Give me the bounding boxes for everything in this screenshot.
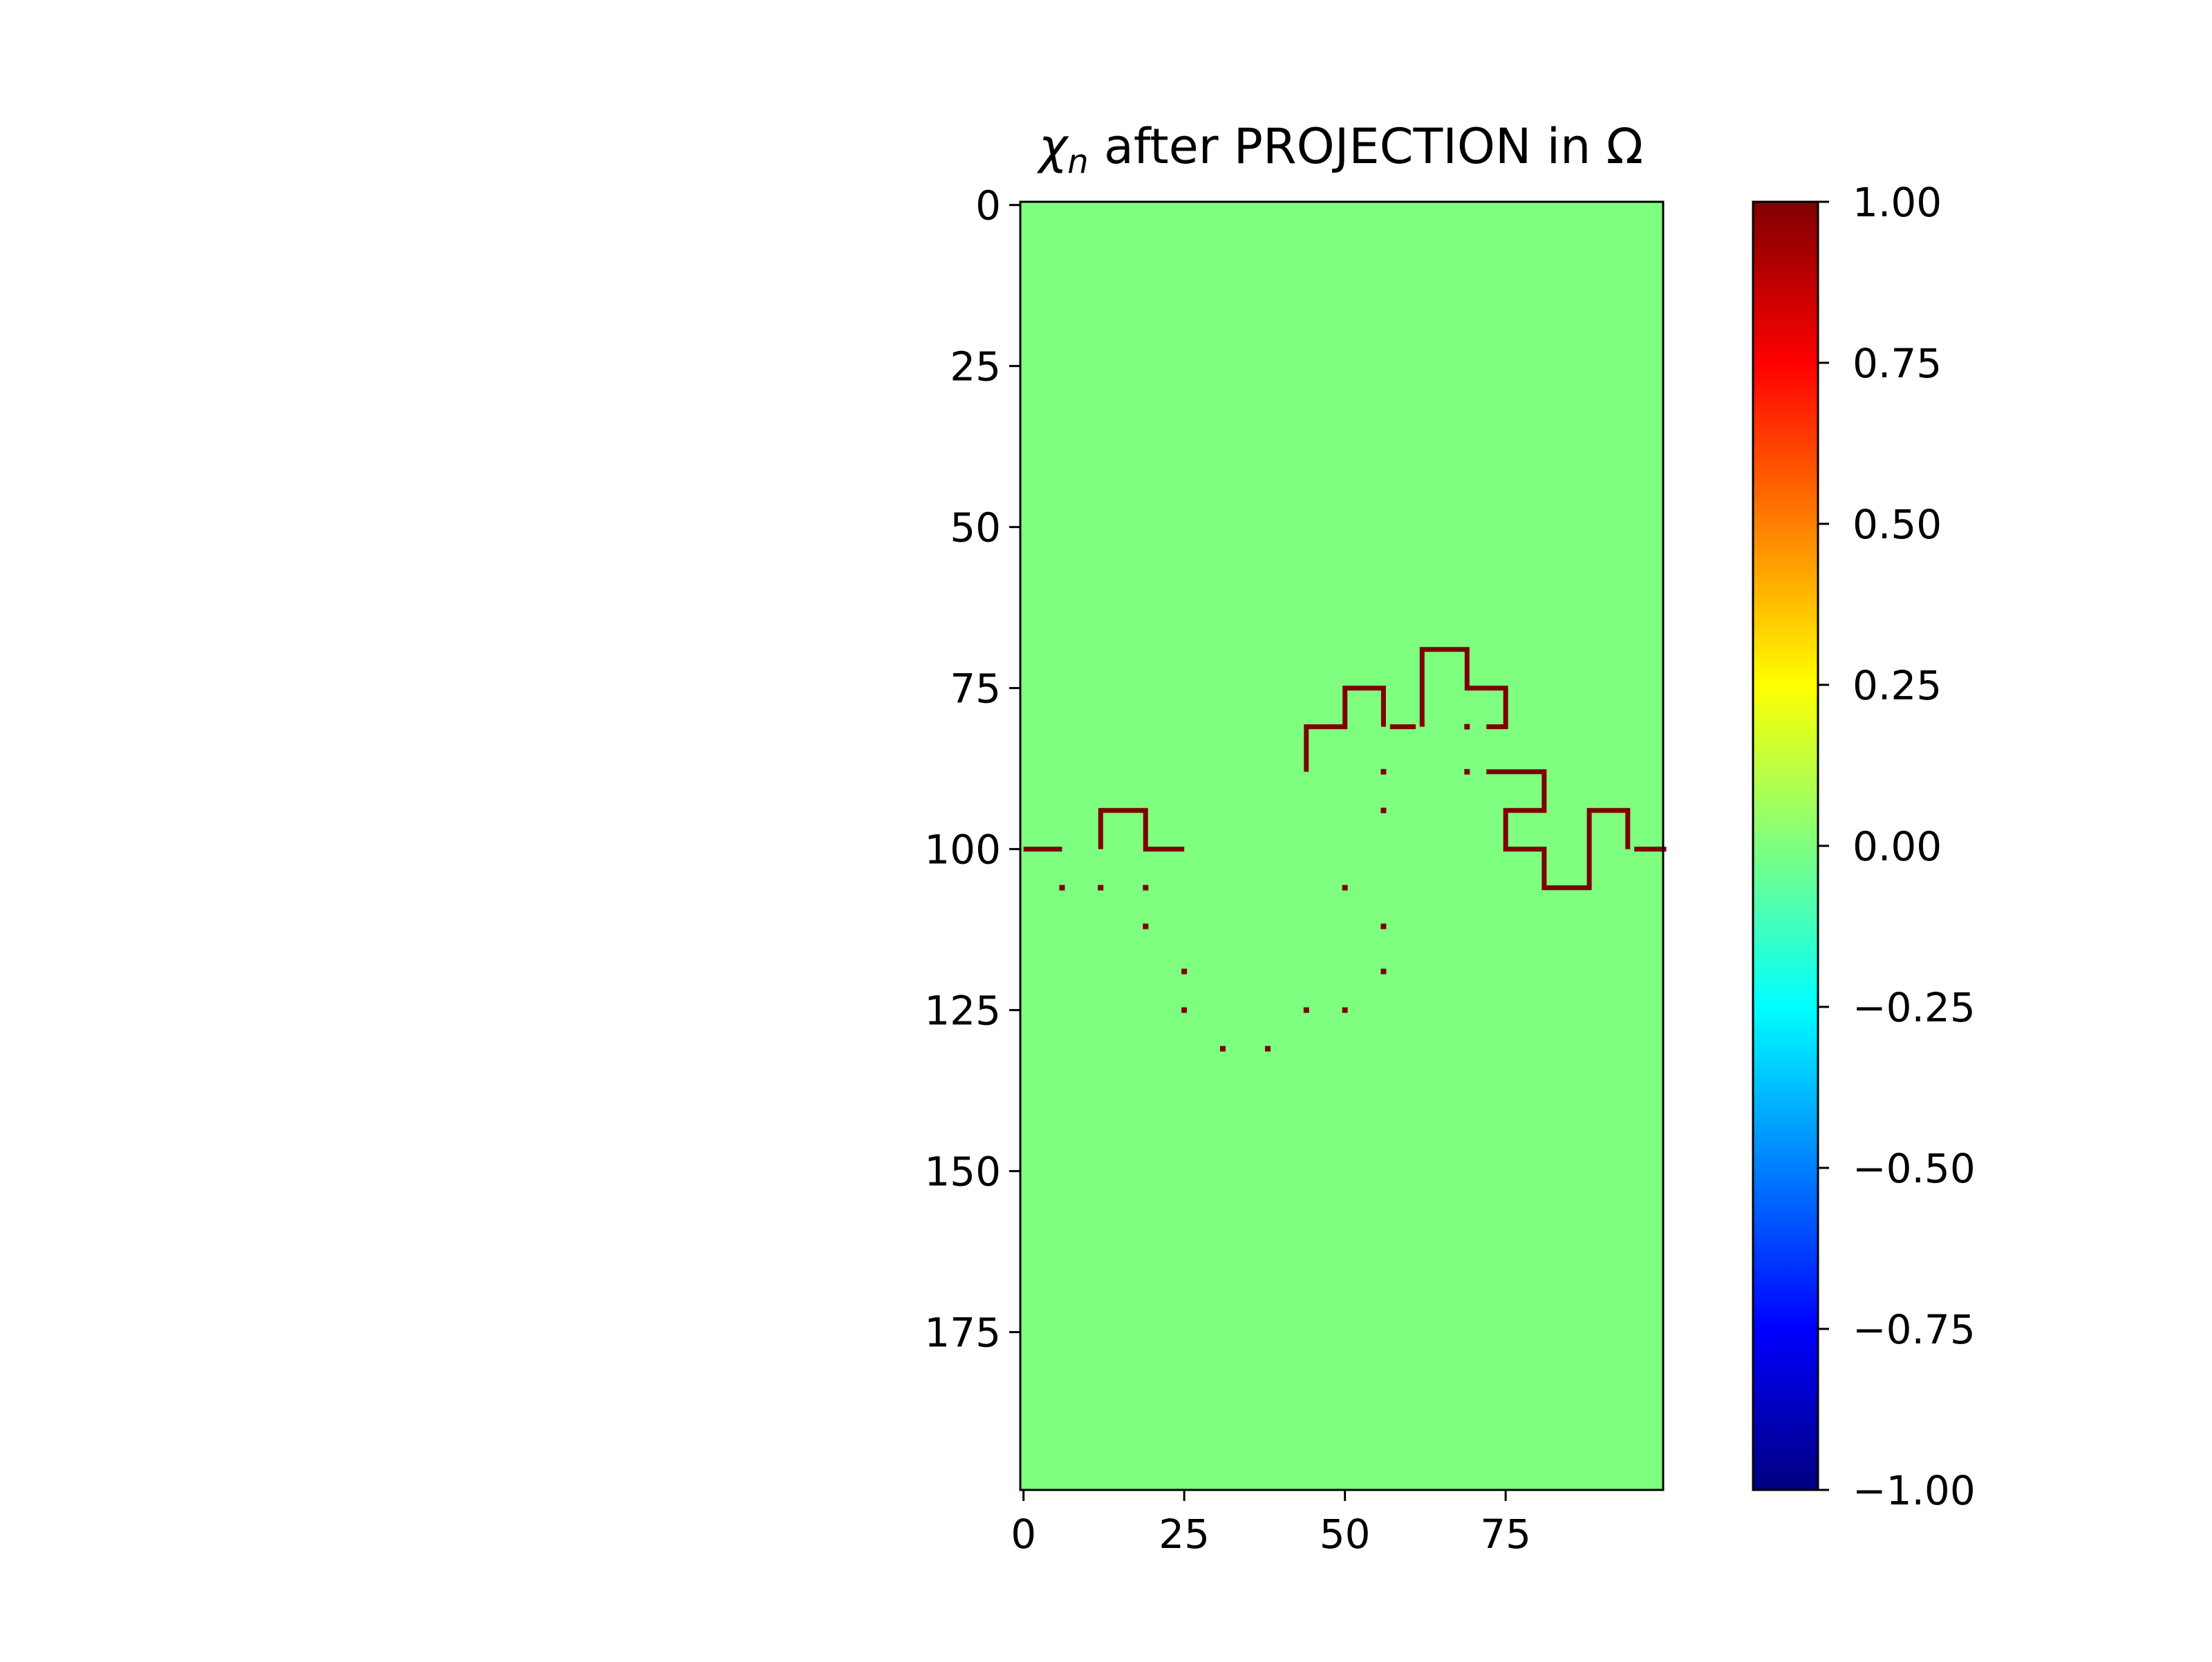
curve-cell-14 bbox=[1380, 807, 1387, 813]
curve-cell-12 bbox=[1380, 923, 1387, 929]
curve-cell-15 bbox=[1380, 768, 1387, 775]
colorbar-tick-label-1: −0.75 bbox=[1853, 1306, 1976, 1353]
colorbar-tick-label-3: −0.25 bbox=[1853, 984, 1976, 1031]
curve-cell-7 bbox=[1219, 1046, 1226, 1052]
colorbar-tick-label-5: 0.25 bbox=[1853, 662, 1942, 709]
colorbar-tick-label-0: −1.00 bbox=[1853, 1467, 1976, 1514]
colorbar-tick-label-7: 0.75 bbox=[1853, 340, 1942, 387]
plot-area: 0 25 50 75 0 25 50 75 100 125 150 175 bbox=[924, 182, 1667, 1558]
curve-cell-16 bbox=[1464, 768, 1470, 775]
y-tick-label-25: 25 bbox=[950, 343, 1001, 390]
curve-cell-3 bbox=[1143, 885, 1149, 891]
y-tick-label-150: 150 bbox=[924, 1149, 1001, 1196]
curve-cell-13 bbox=[1342, 885, 1348, 891]
x-tick-label-0: 0 bbox=[1011, 1511, 1036, 1558]
curve-cell-6 bbox=[1181, 1007, 1188, 1013]
y-tick-label-0: 0 bbox=[975, 182, 1001, 229]
curve-cell-8 bbox=[1265, 1046, 1271, 1052]
curve-cell-5 bbox=[1181, 968, 1188, 974]
x-tick-label-75: 75 bbox=[1480, 1511, 1531, 1558]
y-tick-label-75: 75 bbox=[950, 665, 1001, 712]
heatmap-background bbox=[1020, 202, 1663, 1490]
colorbar-tick-label-8: 1.00 bbox=[1853, 179, 1942, 226]
curve-segment-6 bbox=[1486, 769, 1631, 891]
x-tick-label-50: 50 bbox=[1320, 1511, 1371, 1558]
colorbar-tick-label-6: 0.50 bbox=[1853, 501, 1942, 548]
title-symbol: χ bbox=[1036, 118, 1069, 175]
colorbar-tick-label-4: 0.00 bbox=[1853, 823, 1942, 870]
curve-segment-2 bbox=[1098, 808, 1185, 852]
title-subscript: n bbox=[1067, 142, 1088, 181]
colorbar-tick-label-2: −0.50 bbox=[1853, 1145, 1976, 1192]
chart-title: χn after PROJECTION in Ω bbox=[1036, 118, 1643, 181]
y-tick-label-125: 125 bbox=[924, 988, 1001, 1035]
curve-cell-2 bbox=[1098, 885, 1104, 891]
curve-cell-1 bbox=[1059, 885, 1065, 891]
curve-segment-5 bbox=[1419, 647, 1508, 730]
x-tick-label-25: 25 bbox=[1159, 1511, 1210, 1558]
title-rest: after PROJECTION in Ω bbox=[1089, 118, 1643, 175]
curve-cell-4 bbox=[1143, 923, 1149, 929]
plot-frame bbox=[1019, 200, 1665, 1491]
y-tick-label-100: 100 bbox=[924, 827, 1001, 874]
colorbar-bar bbox=[1752, 200, 1819, 1491]
curve-cell-17 bbox=[1464, 724, 1470, 730]
curve-segment-3 bbox=[1304, 686, 1386, 772]
curve-cell-11 bbox=[1380, 968, 1387, 974]
y-tick-label-50: 50 bbox=[950, 504, 1001, 551]
curve-cell-10 bbox=[1342, 1007, 1348, 1013]
colorbar: −1.00 −0.75 −0.50 −0.25 0.00 0.25 0.50 0.75 1.00 bbox=[1752, 179, 1976, 1514]
curve-cell-9 bbox=[1303, 1007, 1309, 1013]
y-tick-label-175: 175 bbox=[924, 1310, 1001, 1357]
